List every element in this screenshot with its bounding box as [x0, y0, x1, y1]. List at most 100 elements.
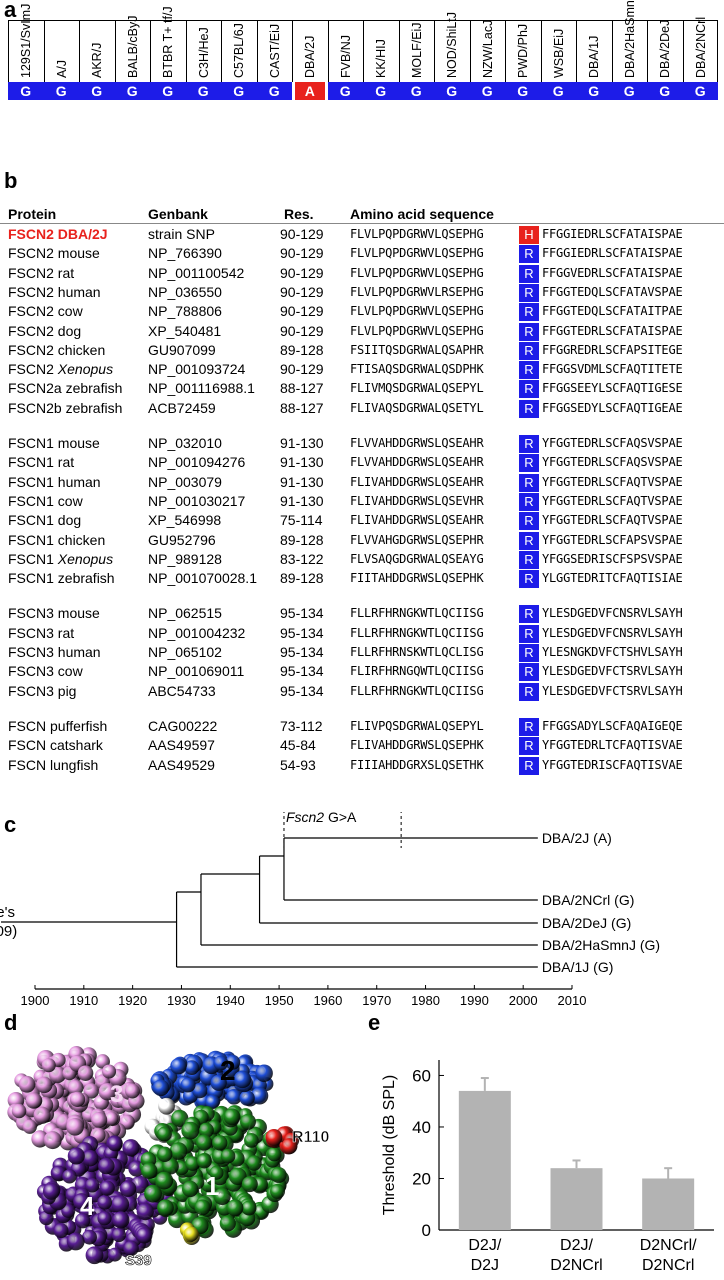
- genbank-id: NP_001030217: [148, 492, 246, 509]
- conserved-residue: R: [519, 361, 539, 380]
- sequence-before: FLVLPQPDGRWVLQSEPHG: [350, 227, 484, 241]
- strain-column: DBA/2HaSmnJ: [611, 0, 648, 82]
- protein-name-text: FSCN1 cow: [8, 492, 83, 509]
- genbank-id: ACB72459: [148, 399, 216, 416]
- alignment-row: FSCN3 human NP_065102 95-134 FLLRFHRNSKWTLQ…: [0, 644, 724, 662]
- sequence-before: FLVLPQPDGRWVLQSEPHG: [350, 246, 484, 261]
- alignment-row: FSCN1 dog XP_546998 75-114 FLIVAHDDGRWSLQSE…: [0, 512, 724, 531]
- x-tick-label: 1930: [167, 993, 196, 1008]
- residue-range: 83-122: [280, 550, 324, 567]
- strain-name: DBA/2HaSmnJ: [622, 0, 637, 78]
- conserved-residue: R: [519, 264, 539, 283]
- tree-leaf-label: DBA/2NCrl (G): [542, 892, 635, 908]
- bar: [458, 1090, 511, 1230]
- root-label-line1: CC Little's: [0, 904, 15, 921]
- residue-range: 89-128: [280, 531, 324, 548]
- strain-name: DBA/2NCrl: [693, 16, 708, 78]
- sequence-after: YLESNGKDVFCTSHVLSAYH: [542, 645, 683, 659]
- structure-label-d2: 2: [220, 1055, 236, 1086]
- domain-2-spheres: [150, 1050, 274, 1110]
- strain-name: C3H/HeJ: [196, 27, 211, 78]
- sequence-before: FTISAQSDGRWALQSDPHK: [350, 362, 484, 377]
- sequence-before: FLIVMQSDGRWALQSEPYL: [350, 381, 484, 396]
- conserved-residue: R: [519, 399, 539, 418]
- alignment-row: FSCN2 chicken GU907099 89-128 FSIITQSDGRWAL…: [0, 341, 724, 360]
- alignment-header-protein: Protein: [8, 206, 57, 222]
- protein-name: FSCN3 cow: [8, 663, 83, 679]
- genbank-id: CAG00222: [148, 717, 218, 734]
- sequence-before: FLVVAHDDGRWSLQSEAHR: [350, 455, 484, 470]
- residue-range: 90-129: [280, 226, 324, 242]
- genbank-id: GU952796: [148, 531, 216, 548]
- protein-name: FSCN2 human: [8, 284, 101, 300]
- genbank-id: NP_001004232: [148, 624, 246, 641]
- protein-name-text: FSCN1 rat: [8, 454, 75, 471]
- alignment-row: FSCN3 pig ABC54733 95-134 FLLRFHRNGKWTLQCII…: [0, 682, 724, 701]
- alignment-row: FSCN1 mouse NP_032010 91-130 FLVVAHDDGRWSLQ…: [0, 435, 724, 453]
- sequence-after: FFGGIEDRLSCFATAISPAE: [542, 227, 683, 241]
- category-label: D2NCrl: [642, 1257, 694, 1274]
- strain-name: DBA/2J: [303, 35, 318, 78]
- conserved-residue: R: [519, 322, 539, 341]
- protein-name: FSCN2a zebrafish: [8, 380, 122, 396]
- conserved-residue: R: [519, 570, 539, 589]
- fascin-structure: 2 3 1 4 R110 S39: [7, 1045, 330, 1269]
- sequence-after: YLESDGEDVFCTSRVLSAYH: [542, 683, 683, 698]
- sequence-after: YFGGTEDRLSCFAQTVSPAE: [542, 493, 683, 508]
- protein-name-text: FSCN pufferfish: [8, 717, 108, 734]
- strain-name: BTBR T+ tf/J: [161, 6, 176, 78]
- genbank-id: AAS49597: [148, 737, 215, 754]
- sequence-before: FLVLPQPDGRWVLRSEPHG: [350, 284, 484, 299]
- strain-column: C57BL/6J: [221, 20, 257, 82]
- protein-name-text: FSCN2 dog: [8, 322, 82, 339]
- residue-range: 89-128: [280, 341, 324, 358]
- x-tick-label: 1940: [216, 993, 245, 1008]
- protein-name-text: FSCN lungfish: [8, 756, 99, 773]
- conserved-residue: R: [519, 473, 539, 492]
- y-axis-label: Threshold (dB SPL): [381, 1075, 398, 1216]
- protein-name: FSCN1 human: [8, 474, 101, 490]
- strain-name: 129S1/SvImJ: [19, 3, 34, 78]
- protein-name: FSCN3 human: [8, 644, 101, 660]
- genbank-id: NP_766390: [148, 245, 222, 262]
- y-tick-label: 40: [412, 1118, 431, 1137]
- residue-range: 95-134: [280, 663, 324, 680]
- protein-name: FSCN2 rat: [8, 265, 74, 281]
- alignment-row: FSCN2 DBA/2J strain SNP 90-129 FLVLPQPDGRWV…: [0, 226, 724, 244]
- residue-range: 95-134: [280, 644, 324, 660]
- sequence-before: FIIIAHDDGRXSLQSETHK: [350, 757, 484, 772]
- alignment-row: FSCN2 dog XP_540481 90-129 FLVLPQPDGRWVLQSE…: [0, 322, 724, 341]
- mutant-allele-cell: A: [295, 82, 325, 100]
- mutation-change: G>A: [328, 812, 357, 825]
- genbank-id: NP_001100542: [148, 264, 245, 281]
- phylogeny-tree: 1900 1910 1920 1930 1940 1950 1960 1970 1980 1990…: [0, 812, 660, 1012]
- allele-cell: G: [469, 82, 505, 100]
- sequence-after: FFGGSEDYLSCFAQTIGEAE: [542, 400, 683, 415]
- genbank-id: AAS49529: [148, 756, 215, 773]
- structure-label-d4: 4: [80, 1191, 95, 1221]
- conserved-residue: R: [519, 550, 539, 569]
- sequence-before: FLIRFHRNGQWTLQCIISG: [350, 664, 484, 679]
- strain-name: MOLF/EiJ: [409, 22, 424, 78]
- sequence-before: FLLRFHRNGKWTLQCIISG: [350, 625, 484, 640]
- strain-name: BALB/cByJ: [125, 15, 140, 78]
- s39-spheres: [179, 1222, 200, 1246]
- conserved-residue: R: [519, 717, 539, 736]
- alignment-row: FSCN1 zebrafish NP_001070028.1 89-128 FIITA…: [0, 570, 724, 589]
- strain-column: C3H/HeJ: [185, 20, 222, 82]
- protein-name-text: FSCN2: [8, 361, 54, 378]
- residue-range: 90-129: [280, 322, 324, 339]
- strain-column: A/J: [43, 20, 80, 82]
- protein-name: FSCN2 DBA/2J: [8, 226, 108, 242]
- genbank-id: NP_036550: [148, 283, 222, 300]
- genbank-id: NP_003079: [148, 473, 222, 490]
- alignment-header-genbank: Genbank: [148, 206, 208, 222]
- strain-name: C57BL/6J: [232, 23, 247, 78]
- x-tick-label: 1970: [362, 993, 391, 1008]
- r110-spheres: [265, 1126, 300, 1155]
- protein-name-text: FSCN2 human: [8, 283, 101, 300]
- panel-label-b: b: [4, 168, 18, 193]
- allele-cell: G: [43, 82, 79, 100]
- sequence-after: YFGGTEDRLTCFAQTISVAE: [542, 738, 683, 753]
- x-tick-label: 1950: [265, 993, 294, 1008]
